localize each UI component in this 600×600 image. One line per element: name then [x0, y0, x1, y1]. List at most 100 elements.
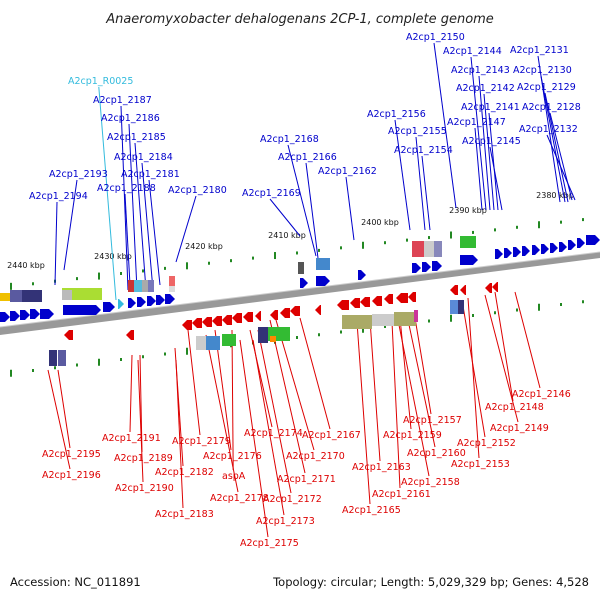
- forward-gene-label: A2cp1_2150: [406, 32, 465, 43]
- annotation-block: [169, 276, 175, 286]
- annotation-block: [148, 280, 154, 292]
- reverse-gene-label: A2cp1_2172: [263, 494, 322, 505]
- tick-mark: [362, 241, 364, 249]
- annotation-block: [134, 280, 142, 292]
- leader-line: [98, 86, 117, 301]
- reverse-gene-arrow: [243, 312, 253, 322]
- reverse-gene-arrow: [64, 330, 73, 340]
- reverse-gene-arrow: [255, 311, 261, 321]
- forward-gene-arrow: [422, 262, 431, 272]
- forward-gene-label: A2cp1_2144: [443, 46, 502, 57]
- leader-line: [345, 176, 355, 241]
- tick-mark: [362, 325, 364, 333]
- annotation-block: [460, 236, 476, 248]
- tick-mark: [428, 319, 430, 323]
- annotation-block: [22, 290, 42, 302]
- genome-backbone: [0, 251, 600, 335]
- annotation-block: [10, 290, 22, 302]
- forward-gene-arrow: [300, 278, 308, 288]
- leader-line: [305, 162, 319, 259]
- forward-gene-label: A2cp1_2185: [107, 132, 166, 143]
- forward-gene-arrow: [20, 310, 30, 320]
- tick-mark: [318, 333, 320, 337]
- tick-mark: [54, 366, 56, 370]
- tick-mark: [142, 355, 144, 359]
- leader-line: [514, 291, 541, 389]
- leader-line: [275, 319, 315, 451]
- forward-gene-arrow: [532, 245, 540, 255]
- leader-line: [47, 369, 71, 470]
- forward-gene-label: A2cp1_2187: [93, 95, 152, 106]
- tick-mark: [494, 311, 496, 315]
- tick-mark: [120, 272, 122, 275]
- reverse-gene-arrow: [492, 282, 498, 292]
- scale-tick-label: 2440 kbp: [7, 261, 45, 270]
- reverse-gene-arrow: [337, 300, 349, 310]
- forward-gene-arrow: [137, 297, 146, 307]
- leader-line: [231, 329, 234, 471]
- leader-line: [540, 75, 566, 203]
- tick-mark: [164, 352, 166, 356]
- tick-mark: [472, 314, 474, 317]
- leader-line: [415, 136, 426, 231]
- forward-gene-arrow: [103, 302, 115, 312]
- reverse-gene-label: A2cp1_2171: [277, 474, 336, 485]
- forward-gene-label: A2cp1_2193: [49, 169, 108, 180]
- tick-mark: [516, 225, 518, 229]
- tick-mark: [252, 256, 254, 260]
- tick-mark: [318, 248, 320, 252]
- forward-gene-arrow: [460, 255, 478, 265]
- reverse-gene-label: A2cp1_2157: [403, 415, 462, 426]
- scale-tick-label: 2400 kbp: [361, 218, 399, 227]
- annotation-block: [316, 258, 330, 270]
- annotation-block: [434, 241, 442, 257]
- forward-gene-arrow: [0, 312, 10, 322]
- tick-mark: [32, 369, 34, 372]
- reverse-gene-label: A2cp1_2170: [286, 451, 345, 462]
- reverse-gene-arrow: [485, 283, 492, 293]
- annotation-block: [222, 334, 236, 346]
- tick-mark: [120, 358, 122, 361]
- tick-mark: [32, 282, 34, 286]
- leader-line: [239, 339, 269, 538]
- tick-mark: [560, 303, 562, 306]
- annotation-block: [412, 241, 424, 257]
- leader-line: [399, 317, 412, 430]
- reverse-gene-arrow: [182, 320, 192, 330]
- reverse-gene-arrow: [280, 308, 290, 318]
- tick-mark: [582, 218, 584, 222]
- annotation-block: [196, 336, 206, 350]
- reverse-gene-arrow: [360, 297, 370, 307]
- forward-gene-arrow: [513, 247, 521, 257]
- scale-tick-label: 2410 kbp: [268, 231, 306, 240]
- forward-gene-label: A2cp1_2166: [278, 152, 337, 163]
- forward-gene-arrow: [586, 235, 600, 245]
- page-title: Anaeromyxobacter dehalogenans 2CP-1, com…: [105, 12, 494, 27]
- forward-gene-label: A2cp1_2180: [168, 185, 227, 196]
- reverse-gene-label: A2cp1_2174: [244, 428, 303, 439]
- forward-gene-label: A2cp1_2155: [388, 126, 447, 137]
- tick-mark: [560, 220, 562, 224]
- forward-gene-label: A2cp1_2194: [29, 191, 88, 202]
- reverse-gene-label: aspA: [222, 471, 246, 482]
- leader-line: [299, 317, 331, 430]
- accession-text: Accession: NC_011891: [10, 575, 141, 589]
- tick-mark: [450, 231, 452, 239]
- tick-mark: [538, 303, 540, 311]
- leader-line: [128, 123, 138, 291]
- leader-line: [478, 75, 491, 211]
- leader-line: [139, 354, 143, 453]
- leader-line: [269, 319, 306, 474]
- forward-gene-label: A2cp1_2186: [101, 113, 160, 124]
- annotation-block: [414, 310, 418, 322]
- forward-gene-arrow: [495, 249, 503, 259]
- leader-line: [484, 294, 519, 423]
- annotation-block: [270, 336, 276, 342]
- leader-line: [187, 329, 201, 436]
- tick-mark: [10, 369, 12, 377]
- forward-gene-label: A2cp1_2132: [519, 124, 578, 135]
- leader-line: [129, 354, 133, 433]
- leader-line: [356, 321, 371, 505]
- reverse-gene-label: A2cp1_2149: [490, 423, 549, 434]
- reverse-gene-arrow: [270, 310, 278, 320]
